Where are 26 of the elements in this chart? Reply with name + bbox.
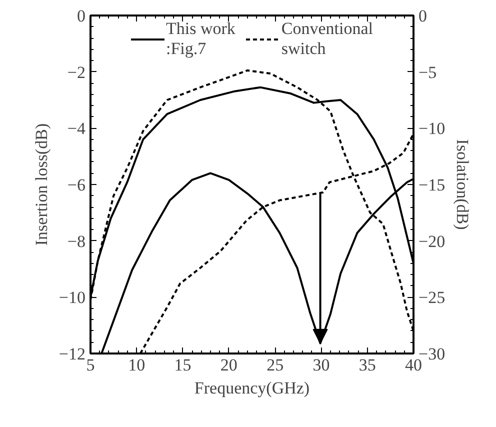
x-tick-label: 40 xyxy=(405,356,422,374)
y-tick-label: 0 xyxy=(77,6,86,26)
x-tick-label: 35 xyxy=(358,356,376,374)
y2-tick-label: −15 xyxy=(418,176,446,194)
y2-tick-label: −25 xyxy=(418,288,446,308)
y-tick-label: −12 xyxy=(58,344,86,364)
x-tick-label: 20 xyxy=(220,356,238,374)
x-tick-label: 5 xyxy=(86,356,95,374)
y-axis-title: Insertion loss(dB) xyxy=(32,123,51,246)
y2-tick-label: −20 xyxy=(418,232,446,251)
y-tick-label: −2 xyxy=(67,62,86,82)
x-tick-label: 15 xyxy=(174,356,192,374)
y-tick-label: −10 xyxy=(58,288,86,308)
y2-tick-label: 0 xyxy=(418,6,427,26)
legend-label: Conventional switch xyxy=(281,19,374,59)
x-axis-title: Frequency(GHz) xyxy=(194,378,310,398)
x-tick-label: 30 xyxy=(312,356,330,374)
y-tick-label: −8 xyxy=(67,232,86,251)
legend-label: This work :Fig.7 xyxy=(166,19,236,59)
y-tick-label: −6 xyxy=(67,176,86,194)
x-tick-label: 10 xyxy=(128,356,146,374)
y2-tick-label: −5 xyxy=(418,62,437,82)
y2-axis-title: Isolation(dB) xyxy=(453,139,472,230)
y2-tick-label: −10 xyxy=(418,119,446,138)
y-tick-label: −4 xyxy=(67,119,86,138)
x-tick-label: 25 xyxy=(266,356,284,374)
